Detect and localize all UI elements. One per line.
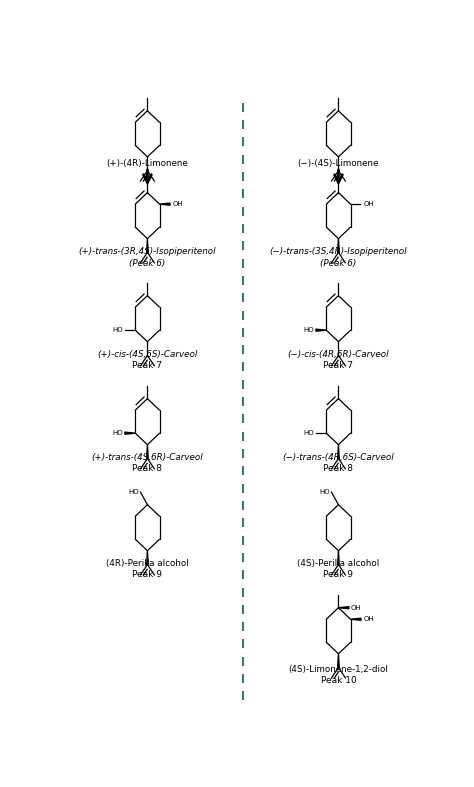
Polygon shape	[337, 654, 339, 667]
Polygon shape	[146, 551, 148, 564]
Text: Peak 8: Peak 8	[323, 464, 354, 473]
Text: (+)-trans-(3R,4S)-Isopiperitenol: (+)-trans-(3R,4S)-Isopiperitenol	[79, 247, 216, 256]
Text: (+)-cis-(4S,6S)-Carveol: (+)-cis-(4S,6S)-Carveol	[97, 350, 198, 359]
Polygon shape	[337, 445, 339, 459]
Text: (+)-(4R)-Limonene: (+)-(4R)-Limonene	[107, 159, 188, 168]
Text: HO: HO	[128, 489, 138, 495]
Text: (−)-trans-(4R,6S)-Carveol: (−)-trans-(4R,6S)-Carveol	[283, 453, 394, 462]
Polygon shape	[338, 607, 349, 609]
Text: HO: HO	[112, 327, 123, 333]
Text: (+)-trans-(4S,6R)-Carveol: (+)-trans-(4S,6R)-Carveol	[91, 453, 203, 462]
Text: HO: HO	[319, 489, 329, 495]
Text: (−)-cis-(4R,6R)-Carveol: (−)-cis-(4R,6R)-Carveol	[288, 350, 389, 359]
Text: Peak 10: Peak 10	[320, 676, 356, 685]
Text: (−)-(4S)-Limonene: (−)-(4S)-Limonene	[298, 159, 379, 168]
Text: Peak 8: Peak 8	[132, 464, 163, 473]
Text: Peak 7: Peak 7	[132, 361, 163, 370]
Text: Peak 7: Peak 7	[323, 361, 354, 370]
Text: OH: OH	[363, 201, 374, 207]
Polygon shape	[337, 551, 339, 564]
Text: (Peak 6): (Peak 6)	[320, 259, 356, 268]
Text: HO: HO	[303, 327, 314, 333]
Polygon shape	[125, 432, 135, 434]
Polygon shape	[146, 238, 148, 253]
Text: (−)-trans-(3S,4R)-Isopiperitenol: (−)-trans-(3S,4R)-Isopiperitenol	[270, 247, 407, 256]
Text: (4R)-Perilla alcohol: (4R)-Perilla alcohol	[106, 560, 189, 568]
Text: (4S)-Limonene-1,2-diol: (4S)-Limonene-1,2-diol	[289, 665, 388, 674]
Text: (4S)-Perilla alcohol: (4S)-Perilla alcohol	[297, 560, 380, 568]
Text: HO: HO	[112, 430, 123, 436]
Polygon shape	[146, 445, 148, 459]
Polygon shape	[316, 329, 326, 331]
Polygon shape	[160, 203, 170, 205]
Text: OH: OH	[172, 201, 183, 207]
Text: Peak 9: Peak 9	[132, 570, 163, 579]
Polygon shape	[337, 238, 339, 253]
Text: OH: OH	[351, 604, 362, 611]
Text: HO: HO	[303, 430, 314, 436]
Text: Peak 9: Peak 9	[323, 570, 354, 579]
Polygon shape	[351, 619, 361, 620]
Text: (Peak 6): (Peak 6)	[129, 259, 165, 268]
Text: OH: OH	[363, 616, 374, 623]
